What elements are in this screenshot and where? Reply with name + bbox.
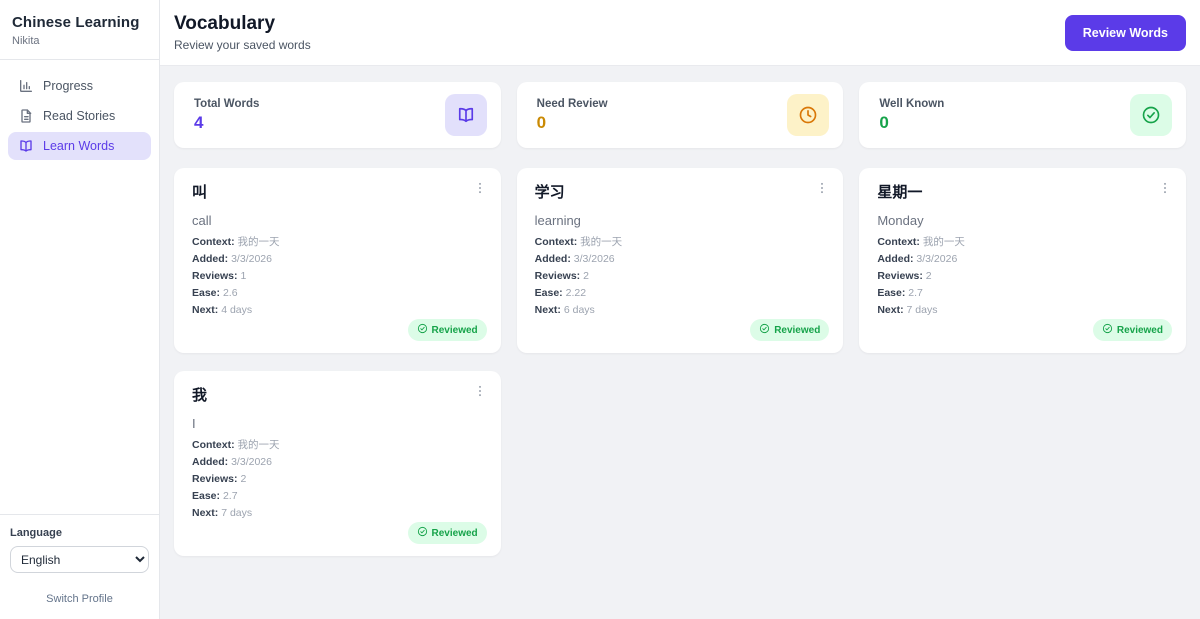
sidebar-item-learn-words[interactable]: Learn Words bbox=[8, 132, 151, 160]
detail-row-reviews: Reviews: 2 bbox=[877, 270, 932, 282]
stat-card: Well Known 0 bbox=[859, 82, 1186, 148]
detail-row-reviews: Reviews: 1 bbox=[192, 270, 247, 282]
kebab-menu-icon[interactable] bbox=[473, 181, 487, 195]
stats-row: Total Words 4 Need Review 0 Well Known 0 bbox=[174, 82, 1186, 148]
stat-label: Well Known bbox=[879, 97, 945, 110]
book-icon bbox=[18, 138, 34, 154]
word-hanzi: 学习 bbox=[534, 184, 565, 201]
detail-row-added: Added: 3/3/2026 bbox=[192, 253, 272, 265]
reviewed-badge: Reviewed bbox=[407, 319, 487, 341]
detail-row-ease: Ease: 2.7 bbox=[192, 490, 238, 502]
reviewed-badge: Reviewed bbox=[407, 522, 487, 544]
content-area: Total Words 4 Need Review 0 Well Known 0… bbox=[160, 66, 1200, 619]
word-translation: I bbox=[192, 416, 196, 431]
check-circle-icon bbox=[759, 323, 770, 337]
detail-row-added: Added: 3/3/2026 bbox=[877, 253, 958, 265]
sidebar-item-label: Progress bbox=[43, 79, 94, 93]
detail-row-added: Added: 3/3/2026 bbox=[534, 253, 615, 265]
sidebar-item-progress[interactable]: Progress bbox=[8, 72, 151, 100]
detail-row-context: Context: 我的一天 bbox=[534, 236, 623, 248]
check-circle-icon bbox=[1102, 323, 1113, 337]
review-words-button[interactable]: Review Words bbox=[1064, 14, 1186, 51]
detail-row-next: Next: 7 days bbox=[192, 507, 253, 519]
sidebar-header: Chinese Learning Nikita bbox=[0, 0, 159, 60]
detail-row-reviews: Reviews: 2 bbox=[534, 270, 589, 282]
detail-row-added: Added: 3/3/2026 bbox=[192, 456, 272, 468]
app-title: Chinese Learning bbox=[12, 14, 140, 31]
bar-chart-icon bbox=[18, 78, 34, 94]
detail-row-next: Next: 4 days bbox=[192, 304, 253, 316]
word-translation: call bbox=[192, 213, 212, 228]
check-circle-icon bbox=[1129, 94, 1172, 136]
sidebar-item-read-stories[interactable]: Read Stories bbox=[8, 102, 151, 130]
word-card: 我 I Context: 我的一天 Added: 3/3/2026 Reviews:… bbox=[174, 371, 501, 556]
word-hanzi: 叫 bbox=[192, 184, 208, 201]
stat-label: Need Review bbox=[536, 97, 608, 110]
kebab-menu-icon[interactable] bbox=[815, 181, 829, 195]
detail-row-next: Next: 7 days bbox=[877, 304, 938, 316]
kebab-menu-icon[interactable] bbox=[1158, 181, 1172, 195]
clock-icon bbox=[787, 94, 830, 136]
profile-name: Nikita bbox=[12, 35, 40, 47]
word-card: 学习 learning Context: 我的一天 Added: 3/3/2026… bbox=[516, 168, 844, 353]
main-area: Vocabulary Review your saved words Revie… bbox=[160, 0, 1200, 619]
detail-row-context: Context: 我的一天 bbox=[877, 236, 965, 248]
word-card: 叫 call Context: 我的一天 Added: 3/3/2026 Revie… bbox=[174, 168, 501, 353]
detail-row-context: Context: 我的一天 bbox=[192, 236, 280, 248]
stat-value: 0 bbox=[536, 112, 547, 132]
page-header: Vocabulary Review your saved words Revie… bbox=[160, 0, 1200, 66]
page-header-titles: Vocabulary Review your saved words bbox=[174, 13, 311, 52]
word-details: Context: 我的一天 Added: 3/3/2026 Reviews: 2 Ea… bbox=[192, 437, 487, 522]
check-circle-icon bbox=[417, 323, 428, 337]
sidebar-item-label: Read Stories bbox=[43, 109, 116, 123]
detail-row-reviews: Reviews: 2 bbox=[192, 473, 247, 485]
switch-profile-link[interactable]: Switch Profile bbox=[46, 593, 113, 605]
word-details: Context: 我的一天 Added: 3/3/2026 Reviews: 1 Ea… bbox=[192, 234, 487, 319]
sidebar-item-label: Learn Words bbox=[43, 139, 115, 153]
page-title: Vocabulary bbox=[174, 13, 276, 34]
language-label: Language bbox=[10, 527, 62, 539]
detail-row-ease: Ease: 2.6 bbox=[192, 287, 238, 299]
word-translation: Monday bbox=[877, 213, 924, 228]
stat-card: Total Words 4 bbox=[174, 82, 501, 148]
word-card: 星期一 Monday Context: 我的一天 Added: 3/3/2026 R… bbox=[859, 168, 1186, 353]
word-hanzi: 星期一 bbox=[877, 184, 923, 201]
sidebar-nav: Progress Read Stories Learn Words bbox=[0, 60, 159, 162]
sidebar-footer: Language English Switch Profile bbox=[0, 514, 159, 619]
detail-row-context: Context: 我的一天 bbox=[192, 439, 280, 451]
detail-row-ease: Ease: 2.22 bbox=[534, 287, 587, 299]
document-icon bbox=[18, 108, 34, 124]
word-translation: learning bbox=[534, 213, 581, 228]
reviewed-badge: Reviewed bbox=[750, 319, 830, 341]
reviewed-badge: Reviewed bbox=[1092, 319, 1172, 341]
language-select[interactable]: English bbox=[10, 546, 149, 573]
word-cards-grid: 叫 call Context: 我的一天 Added: 3/3/2026 Revie… bbox=[174, 168, 1186, 556]
sidebar: Chinese Learning Nikita Progress Read St… bbox=[0, 0, 160, 619]
word-details: Context: 我的一天 Added: 3/3/2026 Reviews: 2 Ea… bbox=[535, 234, 830, 319]
kebab-menu-icon[interactable] bbox=[473, 384, 487, 398]
book-icon bbox=[444, 94, 487, 136]
word-hanzi: 我 bbox=[192, 387, 208, 404]
check-circle-icon bbox=[417, 526, 428, 540]
stat-label: Total Words bbox=[194, 97, 260, 110]
word-details: Context: 我的一天 Added: 3/3/2026 Reviews: 2 Ea… bbox=[877, 234, 1172, 319]
detail-row-next: Next: 6 days bbox=[534, 304, 595, 316]
stat-card: Need Review 0 bbox=[516, 82, 844, 148]
page-subtitle: Review your saved words bbox=[174, 38, 311, 52]
detail-row-ease: Ease: 2.7 bbox=[877, 287, 923, 299]
stat-value: 4 bbox=[194, 112, 204, 132]
stat-value: 0 bbox=[879, 112, 889, 132]
